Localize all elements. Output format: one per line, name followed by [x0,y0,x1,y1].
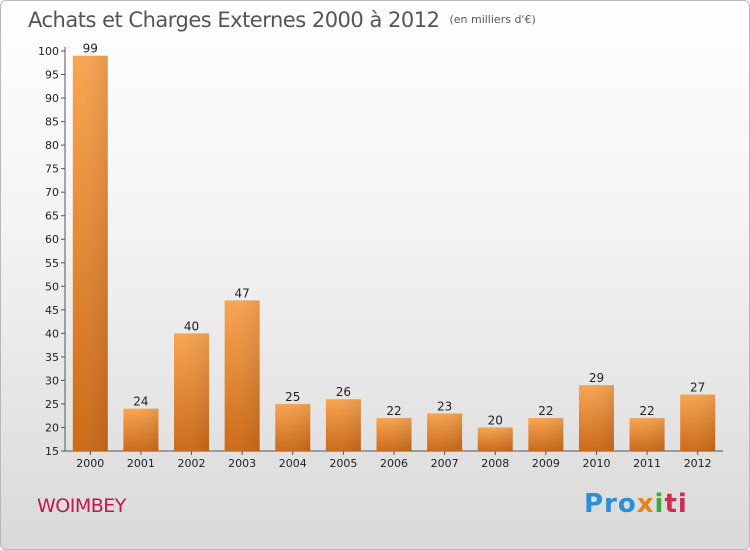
x-tick-label-2003: 2003 [228,457,256,470]
x-tick-label-2002: 2002 [178,457,206,470]
logo-part-3: i [654,489,665,519]
y-tick-label: 40 [45,327,59,340]
logo-part-1: Pro [584,489,637,519]
chart-title-text: Achats et Charges Externes 2000 à 2012 [28,8,440,32]
value-label-2003: 47 [235,286,250,300]
value-label-2012: 27 [690,381,705,395]
value-label-2006: 22 [386,404,401,418]
bar-shade-2002 [174,333,210,451]
bar-shade-2005 [325,399,361,451]
chart-title: Achats et Charges Externes 2000 à 2012 (e… [28,8,536,32]
y-tick-label: 45 [45,304,59,317]
value-label-2000: 99 [83,42,98,56]
x-tick-label-2011: 2011 [633,457,661,470]
proxiti-logo: Proxiti [584,489,688,519]
value-label-2010: 29 [589,371,604,385]
value-label-2009: 22 [538,404,553,418]
bar-shade-2006 [376,418,412,451]
y-tick-label: 30 [45,374,59,387]
bar-shade-2010 [578,385,614,451]
x-tick-label-2008: 2008 [481,457,509,470]
y-tick-label: 90 [45,92,59,105]
y-tick-label: 50 [45,280,59,293]
x-tick-label-2004: 2004 [279,457,307,470]
y-tick-label: 60 [45,233,59,246]
value-label-2007: 23 [437,399,452,413]
bar-shade-2009 [528,418,564,451]
logo-part-4: ti [664,489,688,519]
value-label-2008: 20 [488,413,503,427]
y-tick-label: 100 [38,45,59,58]
y-tick-label: 25 [45,398,59,411]
x-tick-label-2010: 2010 [582,457,610,470]
value-label-2005: 26 [336,385,351,399]
bar-shade-2000 [72,55,108,452]
value-label-2002: 40 [184,319,199,333]
x-tick-label-2007: 2007 [431,457,459,470]
place-name: WOIMBEY [37,495,126,517]
value-label-2001: 24 [133,395,148,409]
y-tick-label: 75 [45,163,59,176]
y-tick-label: 65 [45,210,59,223]
y-tick-label: 55 [45,257,59,270]
bar-shade-2007 [427,413,463,451]
y-tick-label: 35 [45,351,59,364]
x-tick-label-2001: 2001 [127,457,155,470]
y-tick-label: 70 [45,186,59,199]
y-tick-label: 15 [45,445,59,458]
x-tick-label-2012: 2012 [684,457,712,470]
x-tick-label-2009: 2009 [532,457,560,470]
logo-part-2: x [636,489,655,519]
value-label-2004: 25 [285,390,300,404]
x-tick-label-2000: 2000 [76,457,104,470]
bar-shade-2003 [224,300,260,451]
value-label-2011: 22 [639,404,654,418]
bar-shade-2011 [629,418,665,451]
bar-shade-2004 [275,403,311,451]
x-tick-label-2006: 2006 [380,457,408,470]
y-tick-label: 80 [45,139,59,152]
bar-shade-2008 [477,427,513,451]
y-tick-label: 95 [45,69,59,82]
x-tick-label-2005: 2005 [329,457,357,470]
bar-shade-2012 [680,394,716,451]
chart-unit: (en milliers d'€) [449,13,536,26]
bar-shade-2001 [123,408,159,451]
y-tick-label: 85 [45,116,59,129]
y-tick-label: 20 [45,421,59,434]
